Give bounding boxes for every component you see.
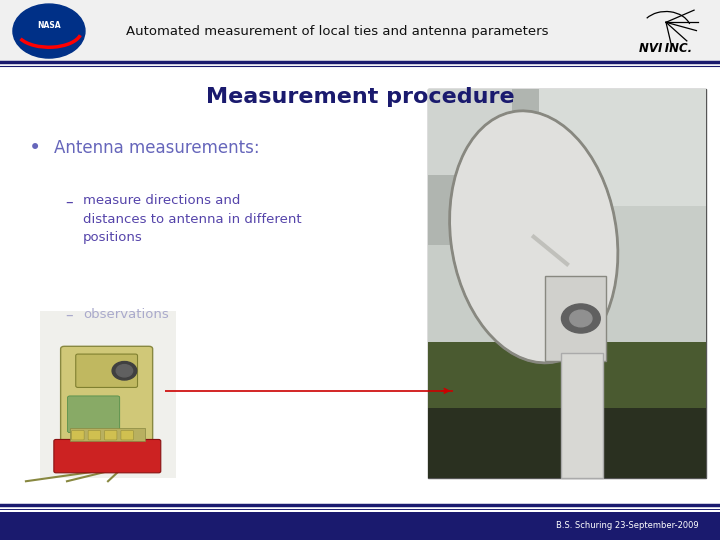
- FancyBboxPatch shape: [104, 430, 117, 440]
- FancyBboxPatch shape: [68, 396, 120, 433]
- Circle shape: [562, 304, 600, 333]
- FancyBboxPatch shape: [539, 89, 706, 206]
- FancyBboxPatch shape: [0, 512, 720, 540]
- FancyBboxPatch shape: [562, 354, 603, 478]
- FancyBboxPatch shape: [428, 89, 706, 478]
- Text: NVI INC.: NVI INC.: [639, 42, 693, 55]
- Text: •: •: [29, 138, 41, 159]
- Circle shape: [116, 364, 132, 377]
- FancyBboxPatch shape: [72, 430, 84, 440]
- Text: B.S. Schuring 23-September-2009: B.S. Schuring 23-September-2009: [556, 522, 698, 530]
- Ellipse shape: [449, 111, 618, 363]
- FancyBboxPatch shape: [545, 276, 606, 361]
- FancyBboxPatch shape: [121, 430, 133, 440]
- FancyBboxPatch shape: [76, 354, 138, 388]
- FancyBboxPatch shape: [428, 342, 706, 478]
- FancyBboxPatch shape: [428, 89, 567, 245]
- Text: Automated measurement of local ties and antenna parameters: Automated measurement of local ties and …: [126, 24, 549, 38]
- Text: –: –: [65, 194, 73, 210]
- FancyBboxPatch shape: [40, 310, 176, 478]
- Circle shape: [112, 362, 137, 380]
- FancyBboxPatch shape: [70, 428, 145, 441]
- Text: Antenna measurements:: Antenna measurements:: [54, 139, 260, 158]
- FancyBboxPatch shape: [428, 89, 706, 342]
- Text: measure directions and
distances to antenna in different
positions: measure directions and distances to ante…: [83, 194, 302, 245]
- Text: observations: observations: [83, 308, 168, 321]
- Text: –: –: [65, 308, 73, 323]
- FancyBboxPatch shape: [0, 0, 720, 62]
- FancyBboxPatch shape: [60, 346, 153, 444]
- FancyBboxPatch shape: [54, 440, 161, 473]
- Text: NASA: NASA: [37, 21, 60, 30]
- FancyBboxPatch shape: [428, 89, 511, 174]
- FancyBboxPatch shape: [88, 430, 101, 440]
- FancyBboxPatch shape: [428, 342, 706, 408]
- Text: Measurement procedure: Measurement procedure: [206, 87, 514, 107]
- Circle shape: [570, 310, 592, 327]
- Circle shape: [13, 4, 85, 58]
